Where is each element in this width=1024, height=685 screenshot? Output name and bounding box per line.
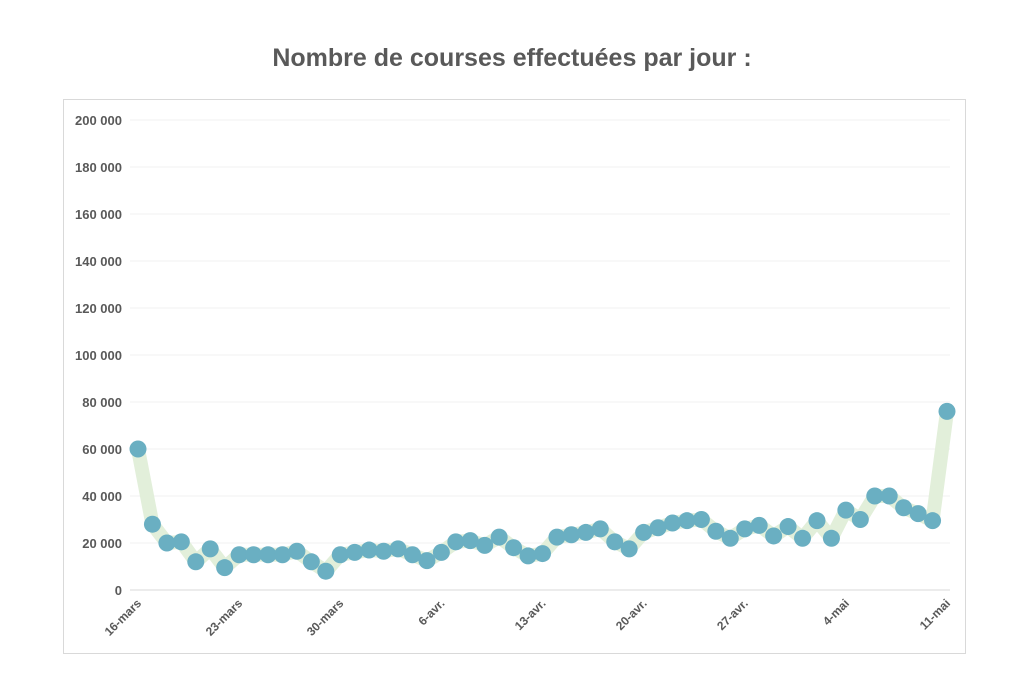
- data-point: [360, 541, 378, 559]
- x-tick-label: 16-mars: [102, 596, 145, 639]
- data-point: [129, 440, 147, 458]
- data-point: [606, 533, 624, 551]
- x-tick-label: 6-avr.: [415, 596, 447, 628]
- data-point: [187, 553, 205, 571]
- data-point: [302, 553, 320, 571]
- plot-frame: [63, 99, 966, 654]
- data-point: [794, 529, 812, 547]
- y-tick-label: 100 000: [75, 348, 122, 363]
- y-tick-label: 40 000: [82, 489, 122, 504]
- data-point: [245, 546, 263, 564]
- data-point: [678, 512, 696, 530]
- data-point: [490, 528, 508, 546]
- y-tick-label: 60 000: [82, 442, 122, 457]
- data-point: [534, 545, 551, 563]
- data-point: [418, 552, 436, 570]
- data-point: [201, 540, 219, 558]
- data-point: [779, 518, 797, 536]
- data-point: [403, 546, 421, 564]
- data-point: [909, 505, 927, 523]
- data-point: [938, 402, 956, 420]
- data-point: [866, 487, 884, 505]
- data-point: [230, 546, 248, 564]
- data-point: [736, 520, 754, 538]
- data-point: [664, 514, 682, 532]
- y-tick-label: 180 000: [75, 160, 122, 175]
- data-point: [692, 511, 710, 528]
- y-tick-label: 20 000: [82, 536, 122, 551]
- data-point: [519, 547, 537, 565]
- data-point: [172, 533, 190, 551]
- x-tick-label: 11-mai: [917, 596, 953, 632]
- x-tick-label: 23-mars: [203, 596, 246, 639]
- data-point: [548, 528, 566, 546]
- data-point: [432, 543, 450, 561]
- data-point: [721, 529, 739, 547]
- data-point: [837, 501, 855, 519]
- data-point: [389, 540, 407, 558]
- y-tick-label: 200 000: [75, 113, 122, 128]
- data-point: [822, 529, 840, 547]
- data-point: [924, 512, 942, 530]
- data-point: [288, 542, 306, 560]
- data-point: [880, 487, 898, 505]
- data-point: [649, 519, 667, 537]
- x-tick-label: 20-avr.: [613, 596, 650, 633]
- data-point: [476, 536, 494, 554]
- data-point: [158, 534, 176, 552]
- data-point: [346, 543, 364, 561]
- data-point: [577, 523, 595, 541]
- data-point: [461, 532, 479, 550]
- data-point: [591, 520, 609, 538]
- data-point: [750, 516, 768, 534]
- data-point: [143, 515, 161, 533]
- x-tick-label: 27-avr.: [714, 596, 751, 633]
- y-tick-label: 0: [115, 583, 122, 598]
- y-tick-label: 120 000: [75, 301, 122, 316]
- data-point: [895, 499, 913, 517]
- data-point: [562, 526, 580, 544]
- x-tick-label: 30-mars: [304, 596, 347, 639]
- data-point: [273, 546, 291, 564]
- data-point: [505, 539, 523, 557]
- data-point: [317, 562, 335, 580]
- data-point: [216, 559, 234, 577]
- x-tick-label: 4-mai: [820, 596, 852, 628]
- data-point: [765, 527, 783, 545]
- chart-title: Nombre de courses effectuées par jour :: [272, 44, 752, 72]
- y-tick-label: 140 000: [75, 254, 122, 269]
- data-point: [707, 522, 725, 540]
- y-tick-label: 80 000: [82, 395, 122, 410]
- data-point: [375, 542, 393, 560]
- x-tick-label: 13-avr.: [512, 596, 549, 633]
- data-point: [259, 546, 277, 564]
- data-point: [620, 540, 638, 558]
- data-point: [851, 511, 869, 528]
- data-point: [331, 546, 349, 564]
- data-point: [447, 533, 465, 551]
- y-tick-label: 160 000: [75, 207, 122, 222]
- data-point: [808, 512, 826, 530]
- data-point: [635, 523, 653, 541]
